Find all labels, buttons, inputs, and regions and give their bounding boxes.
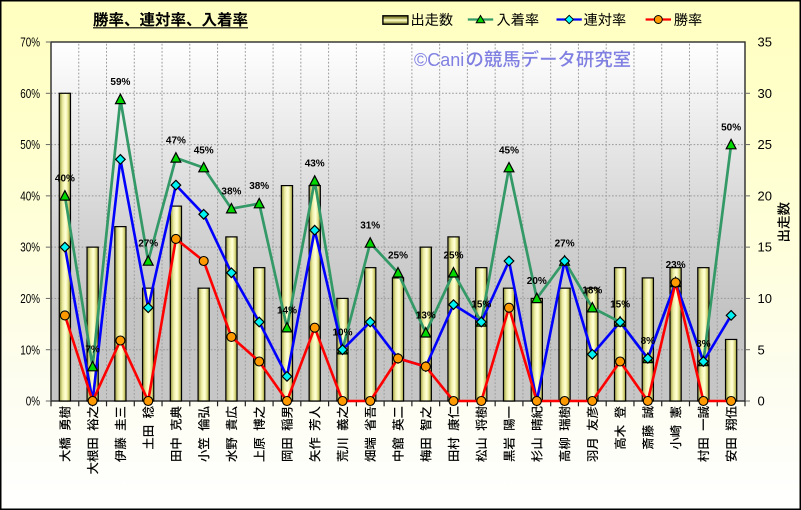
svg-text:35: 35 (758, 35, 772, 50)
svg-text:40%: 40% (20, 190, 40, 204)
svg-text:10%: 10% (20, 344, 40, 358)
svg-text:©Cani: ©Cani (414, 50, 464, 70)
svg-text:20%: 20% (20, 293, 40, 307)
svg-text:27%: 27% (555, 239, 575, 250)
svg-text:20: 20 (758, 189, 772, 204)
svg-text:14%: 14% (277, 305, 297, 316)
svg-text:10: 10 (758, 291, 772, 306)
svg-text:38%: 38% (221, 186, 241, 197)
svg-text:45%: 45% (499, 145, 519, 156)
svg-text:8%: 8% (696, 339, 711, 350)
svg-text:25%: 25% (388, 251, 408, 262)
svg-text:43%: 43% (305, 159, 325, 170)
svg-text:60%: 60% (20, 88, 40, 102)
svg-text:10%: 10% (332, 327, 352, 338)
svg-text:15%: 15% (471, 300, 491, 311)
svg-text:0: 0 (758, 394, 765, 409)
svg-text:50%: 50% (20, 139, 40, 153)
svg-text:15%: 15% (610, 300, 630, 311)
svg-text:13%: 13% (416, 311, 436, 322)
svg-text:5: 5 (758, 342, 765, 357)
svg-text:31%: 31% (360, 221, 380, 232)
svg-text:30%: 30% (20, 242, 40, 256)
svg-text:7%: 7% (85, 344, 100, 355)
svg-text:25: 25 (758, 137, 772, 152)
svg-text:47%: 47% (166, 136, 186, 147)
svg-text:15: 15 (758, 240, 772, 255)
svg-text:38%: 38% (249, 181, 269, 192)
svg-text:27%: 27% (138, 239, 158, 250)
svg-text:40%: 40% (55, 174, 75, 185)
svg-text:59%: 59% (110, 77, 130, 88)
svg-text:20%: 20% (527, 276, 547, 287)
svg-text:0%: 0% (26, 395, 40, 409)
svg-text:50%: 50% (721, 122, 741, 133)
svg-text:30: 30 (758, 86, 772, 101)
svg-text:25%: 25% (443, 251, 463, 262)
svg-text:18%: 18% (582, 285, 602, 296)
svg-text:70%: 70% (20, 36, 40, 50)
svg-text:45%: 45% (194, 145, 214, 156)
svg-text:8%: 8% (641, 336, 656, 347)
svg-text:23%: 23% (666, 260, 686, 271)
